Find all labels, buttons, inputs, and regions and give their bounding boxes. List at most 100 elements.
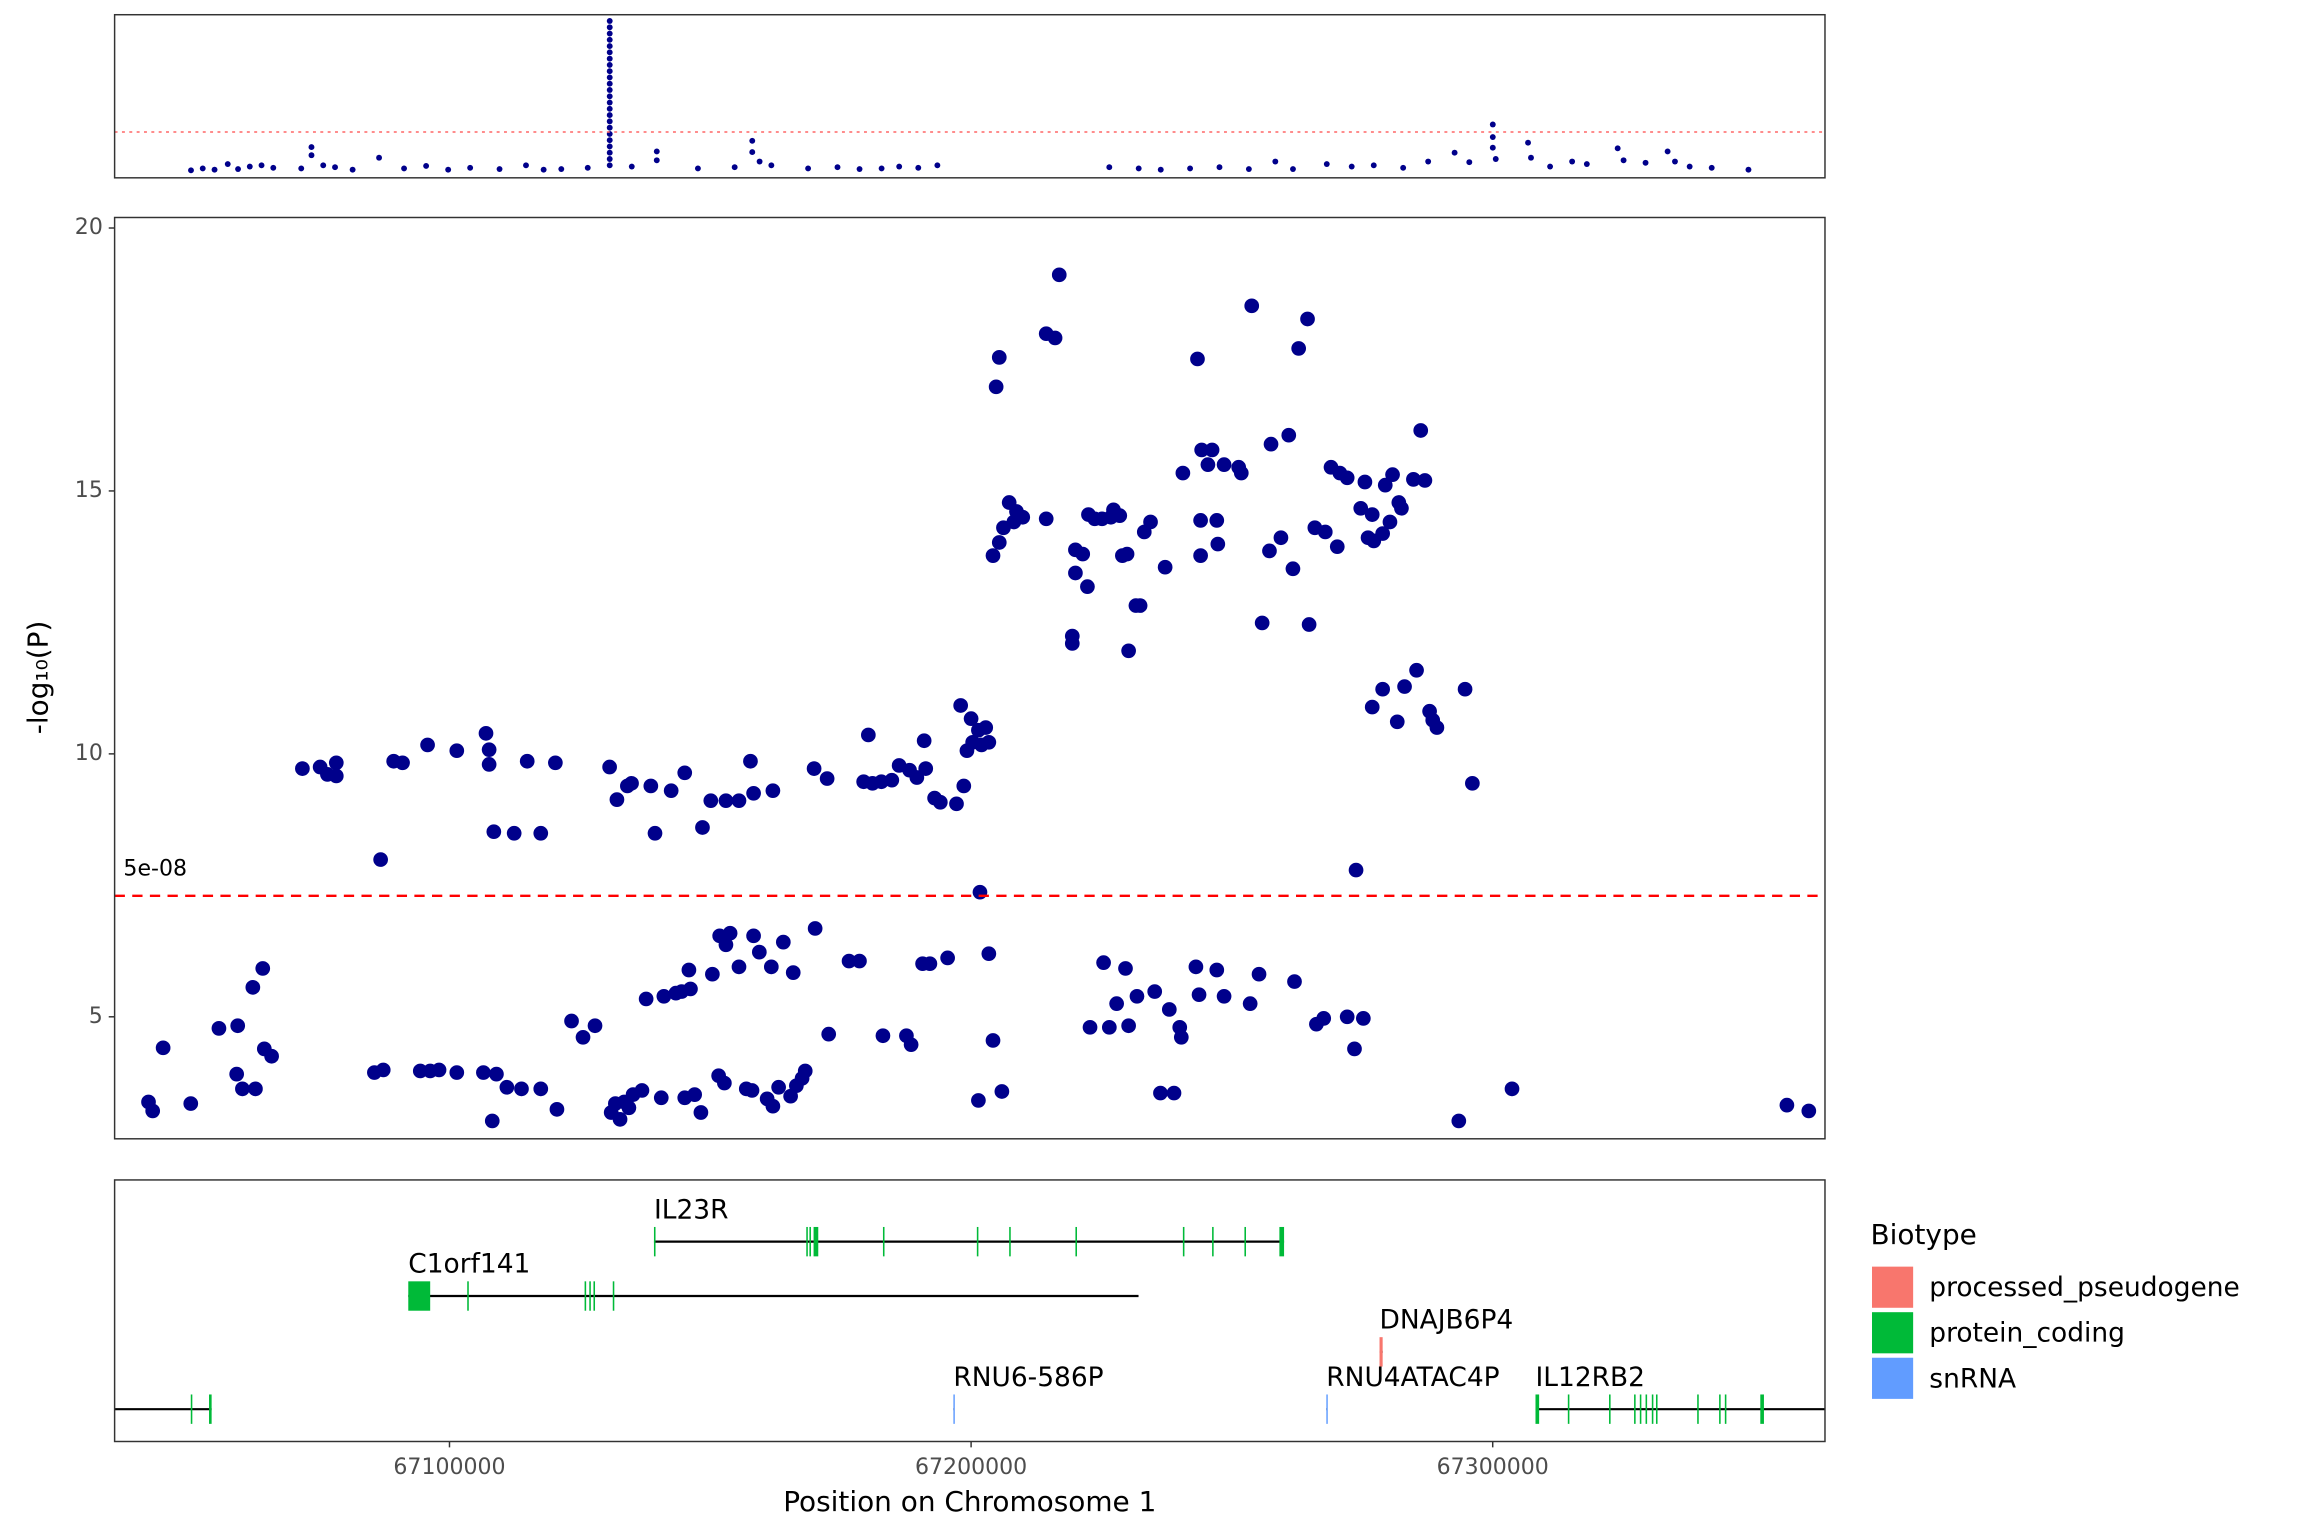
data-point — [949, 796, 964, 812]
x-tick-label: 67300000 — [1437, 1455, 1549, 1480]
data-point — [1425, 158, 1432, 165]
exon — [1634, 1394, 1636, 1424]
legend-title: Biotype — [1871, 1218, 1977, 1251]
data-point — [1051, 267, 1067, 283]
panel-frame — [113, 1179, 1826, 1443]
data-point — [1121, 643, 1136, 659]
gene-label: DNAJB6P4 — [1380, 1305, 1514, 1336]
data-point — [1193, 513, 1208, 528]
data-point — [1457, 681, 1473, 697]
data-point — [1389, 714, 1405, 730]
data-point — [230, 1018, 246, 1034]
data-point — [606, 55, 613, 62]
data-point — [606, 162, 613, 169]
legend-label: snRNA — [1929, 1363, 2016, 1394]
data-point — [514, 1081, 529, 1097]
data-point — [484, 1113, 500, 1129]
exon — [1075, 1226, 1077, 1257]
data-point — [1109, 996, 1124, 1012]
data-point — [1348, 163, 1355, 170]
panel-group — [188, 18, 1752, 174]
exon — [1279, 1226, 1285, 1257]
data-point — [994, 1084, 1010, 1099]
data-point — [332, 164, 338, 171]
data-point — [932, 794, 948, 810]
exon — [1760, 1394, 1764, 1424]
data-point — [606, 149, 613, 156]
data-point — [634, 1083, 650, 1098]
data-point — [991, 535, 1007, 550]
data-point — [1316, 1011, 1332, 1026]
data-point — [258, 162, 265, 169]
data-point — [789, 1078, 804, 1094]
data-point — [1417, 473, 1433, 488]
data-point — [1385, 467, 1400, 482]
data-point — [806, 761, 822, 776]
data-point — [985, 548, 1001, 563]
legend-label: protein_coding — [1929, 1318, 2125, 1349]
data-point — [587, 1018, 603, 1034]
data-point — [211, 1021, 227, 1036]
data-point — [1118, 961, 1133, 976]
data-point — [1233, 465, 1249, 481]
data-point — [320, 162, 327, 169]
data-point — [1119, 546, 1135, 562]
data-point — [1375, 526, 1390, 541]
data-point — [486, 824, 502, 840]
data-point — [431, 1062, 447, 1078]
data-point — [628, 163, 635, 170]
gene-label: C1orf141 — [408, 1249, 530, 1280]
exon — [1724, 1394, 1727, 1424]
data-point — [606, 80, 613, 87]
data-point — [956, 778, 972, 794]
data-point — [749, 149, 756, 156]
data-point — [1209, 513, 1225, 528]
exon — [1639, 1394, 1642, 1424]
data-point — [1245, 166, 1252, 172]
data-point — [1370, 162, 1377, 169]
data-point — [1348, 862, 1364, 878]
data-point — [722, 925, 738, 941]
data-point — [1273, 530, 1289, 546]
exon — [809, 1226, 811, 1257]
data-point — [476, 1065, 491, 1080]
data-point — [1143, 514, 1158, 530]
exon — [806, 1226, 808, 1257]
data-point — [647, 825, 663, 841]
exon — [1697, 1394, 1699, 1424]
data-point — [1287, 974, 1302, 989]
data-point — [765, 783, 781, 799]
data-point — [1047, 330, 1063, 346]
data-point — [1583, 161, 1590, 167]
data-point — [922, 956, 938, 972]
data-point — [1664, 148, 1671, 155]
data-point — [940, 950, 955, 966]
data-point — [606, 18, 613, 24]
data-point — [807, 921, 823, 936]
exon — [882, 1226, 885, 1257]
data-point — [805, 165, 812, 172]
data-point — [1409, 662, 1424, 678]
exon — [1182, 1226, 1185, 1257]
data-point — [731, 164, 738, 171]
data-point — [1364, 507, 1380, 522]
data-point — [756, 158, 763, 165]
exon — [1655, 1394, 1658, 1424]
data-point — [638, 991, 654, 1007]
data-point — [1686, 163, 1693, 170]
data-point — [693, 1105, 709, 1120]
panel-group — [141, 267, 1817, 1129]
y-tick-label: 15 — [75, 478, 103, 503]
data-point — [606, 61, 613, 68]
data-point — [841, 953, 857, 969]
y-tick-label: 5 — [89, 1004, 103, 1029]
legend-key — [1872, 1312, 1914, 1354]
gene-label: IL23R — [654, 1194, 729, 1225]
data-point — [953, 698, 969, 713]
data-point — [856, 166, 863, 172]
data-point — [1364, 699, 1380, 715]
exon — [813, 1226, 819, 1257]
data-point — [972, 884, 988, 900]
